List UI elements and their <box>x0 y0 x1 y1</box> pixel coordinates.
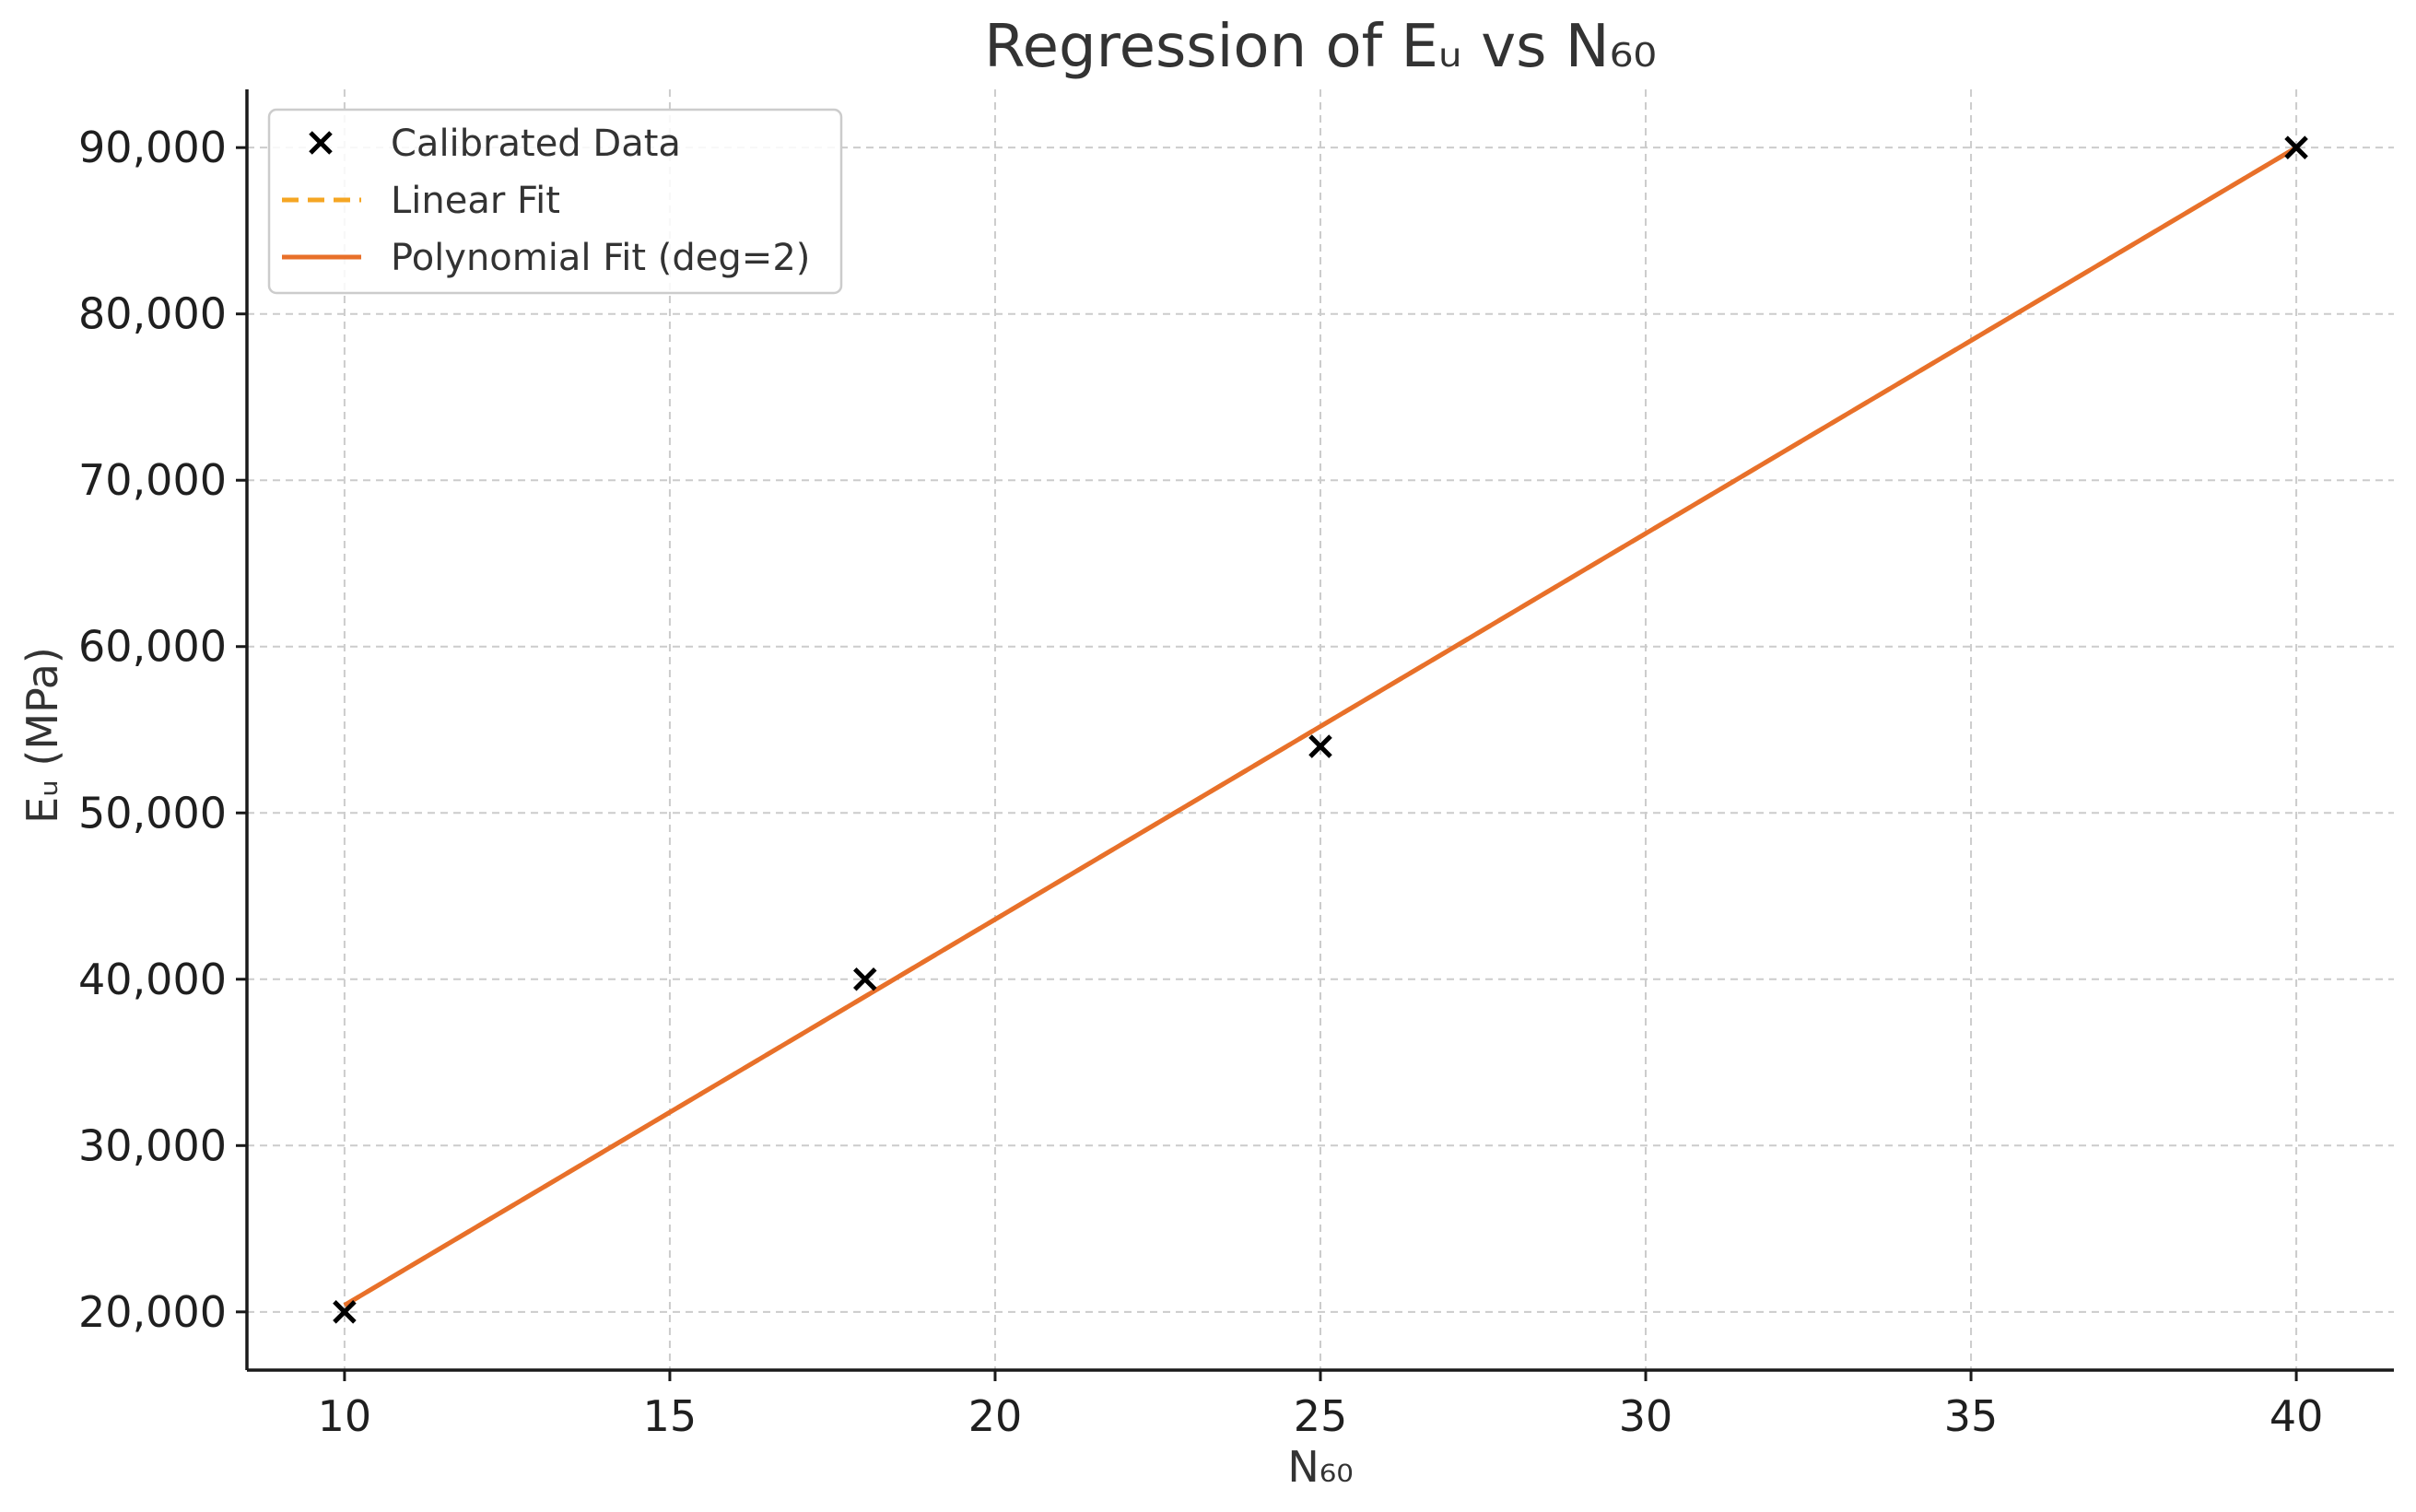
y-tick-label: 50,000 <box>78 788 227 838</box>
x-tick-label: 15 <box>643 1391 698 1441</box>
x-tick-label: 10 <box>318 1391 372 1441</box>
legend-item: Linear Fit <box>282 180 560 222</box>
x-tick-label: 30 <box>1619 1391 1673 1441</box>
chart-title: Regression of Eᵤ vs N₆₀ <box>984 13 1657 81</box>
y-tick-label: 90,000 <box>78 123 227 172</box>
legend-item: Polynomial Fit (deg=2) <box>282 237 810 279</box>
axes: 10 15 20 25 30 35 40 20,000 30,000 40,000 50,000 60… <box>78 89 2394 1441</box>
data-point-stroke <box>1308 734 1332 758</box>
x-tick-label: 40 <box>2269 1391 2324 1441</box>
y-axis-label: Eᵤ (MPa) <box>18 647 67 824</box>
data-point-stroke <box>333 1300 357 1324</box>
legend-item: Calibrated Data <box>309 123 681 165</box>
y-tick-label: 60,000 <box>78 622 227 672</box>
x-tick-label: 20 <box>968 1391 1023 1441</box>
legend: Calibrated Data Linear Fit Polynomial Fit … <box>267 108 843 295</box>
legend-label: Polynomial Fit (deg=2) <box>391 237 810 279</box>
legend-label: Calibrated Data <box>391 123 681 165</box>
y-tick-label: 70,000 <box>78 455 227 505</box>
data-point <box>2284 135 2308 159</box>
x-tick-label: 35 <box>1944 1391 1999 1441</box>
legend-label: Linear Fit <box>391 180 560 222</box>
series-layer <box>333 135 2308 1324</box>
polynomial-fit-line <box>343 146 2298 1307</box>
legend-marker-x-icon <box>309 131 333 155</box>
x-tick-label: 25 <box>1294 1391 1348 1441</box>
grid <box>247 89 2394 1370</box>
y-tick-label: 40,000 <box>78 955 227 1004</box>
data-point <box>852 967 877 991</box>
y-tick-label: 20,000 <box>78 1287 227 1337</box>
y-tick-label: 30,000 <box>78 1120 227 1170</box>
data-point-stroke <box>852 967 877 991</box>
x-axis-label: N₆₀ <box>1287 1442 1353 1492</box>
legend-box <box>267 108 843 295</box>
data-point <box>333 1300 357 1324</box>
y-tick-label: 80,000 <box>78 289 227 339</box>
data-point <box>1308 734 1332 758</box>
data-point-stroke <box>2284 135 2308 159</box>
